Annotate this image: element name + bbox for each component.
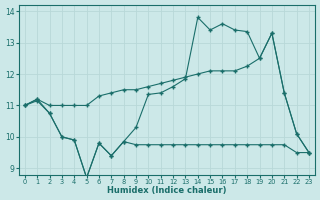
X-axis label: Humidex (Indice chaleur): Humidex (Indice chaleur) [107,186,227,195]
